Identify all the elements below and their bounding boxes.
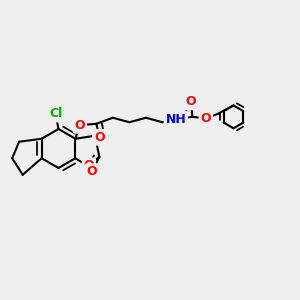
Text: Cl: Cl (49, 107, 62, 121)
Text: O: O (186, 95, 196, 108)
Text: O: O (94, 131, 105, 144)
Text: O: O (87, 165, 97, 178)
Text: O: O (75, 119, 85, 132)
Text: O: O (75, 119, 85, 132)
Text: Cl: Cl (49, 107, 62, 121)
Text: O: O (186, 95, 196, 108)
Text: O: O (201, 112, 211, 125)
Text: NH: NH (166, 113, 186, 126)
Text: O: O (87, 165, 97, 178)
Text: NH: NH (166, 113, 186, 126)
Text: O: O (84, 159, 94, 172)
Text: O: O (94, 131, 105, 144)
Text: O: O (84, 159, 94, 172)
Text: O: O (201, 112, 211, 125)
